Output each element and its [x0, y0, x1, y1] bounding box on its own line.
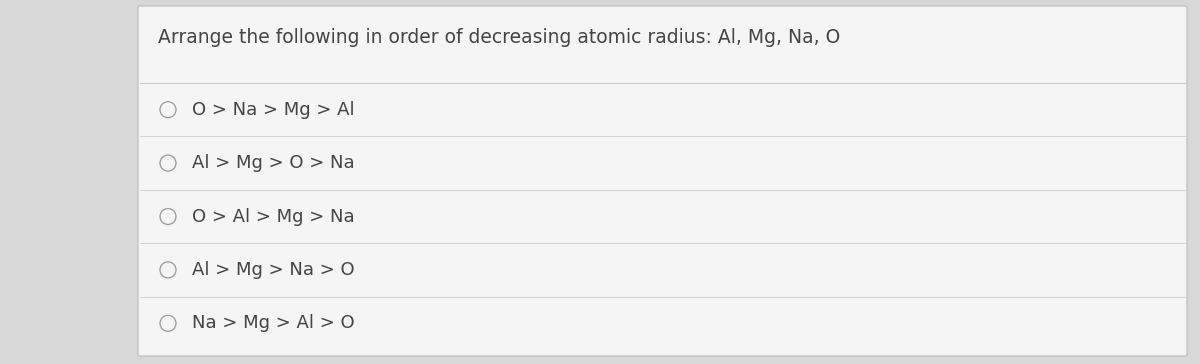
- Text: Arrange the following in order of decreasing atomic radius: Al, Mg, Na, O: Arrange the following in order of decrea…: [158, 28, 840, 47]
- Text: Al > Mg > Na > O: Al > Mg > Na > O: [192, 261, 355, 279]
- Text: Al > Mg > O > Na: Al > Mg > O > Na: [192, 154, 355, 172]
- Text: O > Al > Mg > Na: O > Al > Mg > Na: [192, 207, 355, 226]
- Text: Na > Mg > Al > O: Na > Mg > Al > O: [192, 314, 355, 332]
- Text: O > Na > Mg > Al: O > Na > Mg > Al: [192, 101, 355, 119]
- FancyBboxPatch shape: [138, 6, 1187, 356]
